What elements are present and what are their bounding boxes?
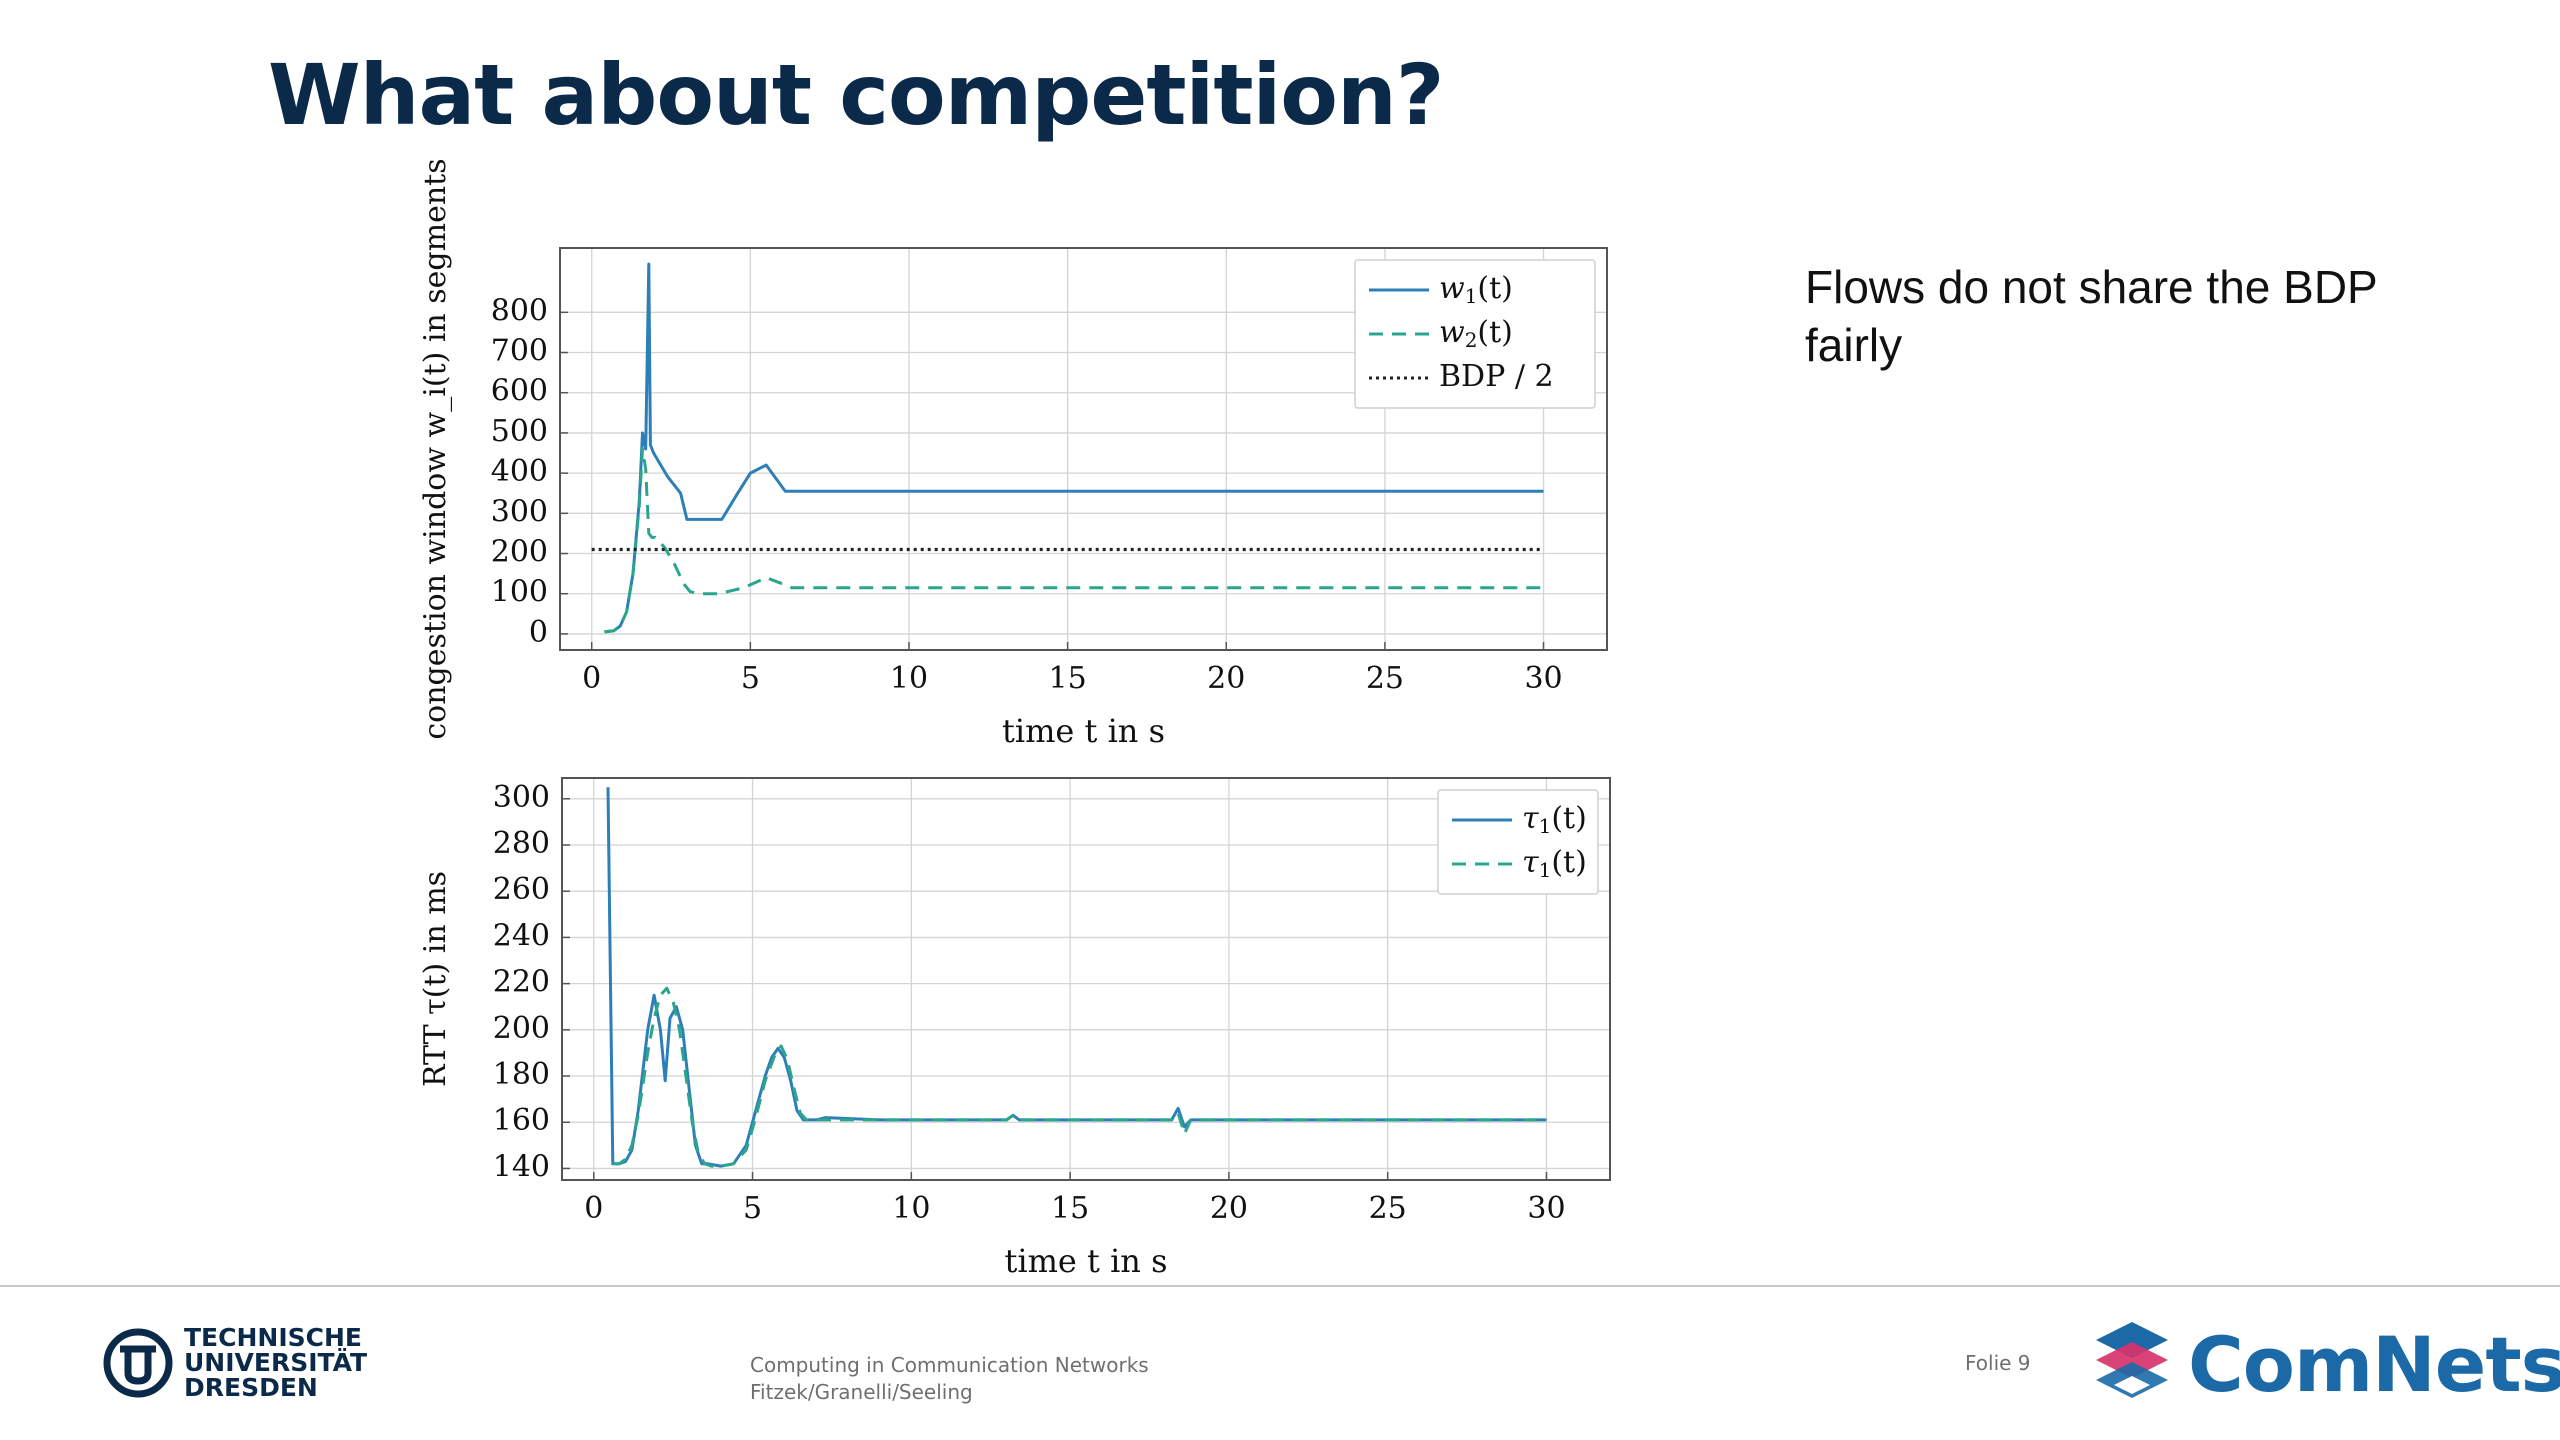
cwnd-chart: 0 5 10 15 20 25 300100200300400500600700800tim… [418,160,1608,750]
tu-dresden-wordmark: TECHNISCHE UNIVERSITÄT DRESDEN [184,1325,367,1400]
series-line-2 [604,447,1544,634]
y-tick-label: 500 [491,414,548,449]
y-tick-label: 100 [491,575,548,610]
tu-line-3: DRESDEN [184,1373,318,1402]
x-tick-label: 10 [892,1191,930,1226]
comnets-logo: ComNets [2092,1318,2560,1410]
y-axis-label: RTT τ(t) in ms [418,871,453,1087]
x-tick-label: 15 [1051,1191,1089,1226]
x-axis-label: time t in s [1002,712,1165,750]
x-axis-label: time t in s [1004,1242,1167,1280]
y-tick-label: 280 [493,826,550,861]
y-tick-label: 200 [491,535,548,570]
y-tick-label: 140 [493,1149,550,1184]
y-tick-label: 400 [491,454,548,489]
legend-box [1437,789,1599,895]
legend-label-3: BDP / 2 [1439,359,1554,394]
comnets-wordmark: ComNets [2188,1319,2560,1409]
x-tick-label: 5 [741,661,760,696]
y-tick-label: 220 [493,965,550,1000]
y-tick-label: 0 [529,615,548,650]
course-title: Computing in Communication Networks [750,1353,1149,1377]
y-tick-label: 260 [493,872,550,907]
plot-frame [559,247,1608,651]
footer-divider [0,1285,2560,1287]
y-tick-label: 700 [491,334,548,369]
x-tick-label: 20 [1207,661,1245,696]
y-tick-label: 300 [491,494,548,529]
comnets-cube-icon [2096,1322,2168,1398]
slide-note: Flows do not share the BDP fairly [1805,261,2377,372]
course-authors: Fitzek/Granelli/Seeling [750,1380,973,1404]
y-tick-label: 600 [491,374,548,409]
tu-line-1: TECHNISCHE [184,1323,362,1352]
legend-label-2: w2(t) [1439,315,1513,352]
tu-dresden-emblem-icon [103,1328,173,1397]
legend-label-1: τ1(t) [1522,801,1587,838]
x-tick-label: 10 [890,661,928,696]
x-tick-label: 25 [1366,661,1404,696]
slide-number: Folie 9 [1965,1351,2031,1375]
plot-frame [561,777,1611,1181]
tu-dresden-logo: TECHNISCHE UNIVERSITÄT DRESDEN [102,1325,367,1400]
course-info: Computing in Communication Networks Fitz… [750,1352,1149,1406]
legend-label-1: w1(t) [1439,271,1513,308]
x-tick-label: 20 [1210,1191,1248,1226]
x-tick-label: 5 [743,1191,762,1226]
slide-title: What about competition? [268,46,1445,144]
legend-box [1354,259,1596,409]
x-tick-label: 30 [1527,1191,1565,1226]
x-tick-label: 25 [1369,1191,1407,1226]
y-tick-label: 180 [493,1057,550,1092]
y-tick-label: 240 [493,918,550,953]
y-tick-label: 300 [493,780,550,815]
tu-line-2: UNIVERSITÄT [184,1348,368,1377]
x-tick-label: 0 [584,1191,603,1226]
y-tick-label: 200 [493,1011,550,1046]
x-tick-label: 0 [582,661,601,696]
y-tick-label: 800 [491,293,548,328]
rtt-chart: 0 5 10 15 20 25 30 140 160 180 200 220 240 260 280 300 t… [418,777,1611,1280]
legend-label-2: τ1(t) [1522,845,1587,882]
x-tick-label: 15 [1049,661,1087,696]
y-axis-label: congestion window w_i(t) in segments [418,160,453,740]
x-tick-label: 30 [1524,661,1562,696]
y-tick-label: 160 [493,1103,550,1138]
